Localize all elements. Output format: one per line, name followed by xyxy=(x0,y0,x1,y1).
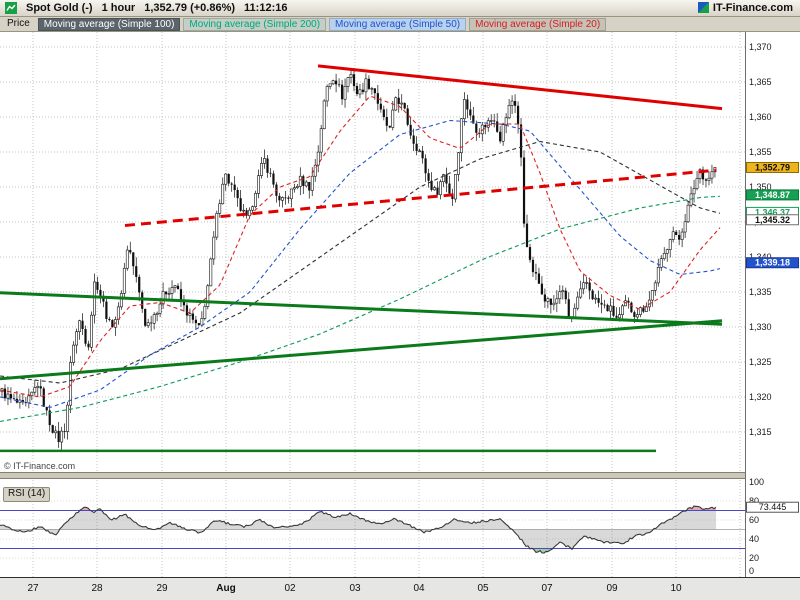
rsi-indicator-label[interactable]: RSI (14) xyxy=(3,487,51,502)
quote-time: 11:12:16 xyxy=(244,2,288,14)
copyright: © IT-Finance.com xyxy=(4,461,76,471)
indicator-legend: Price Moving average (Simple 100) Moving a… xyxy=(0,17,800,32)
legend-item-sma100[interactable]: Moving average (Simple 100) xyxy=(37,17,181,31)
price-chart-canvas[interactable] xyxy=(0,32,800,600)
chart-app-icon xyxy=(5,2,17,14)
legend-item-sma200[interactable]: Moving average (Simple 200) xyxy=(183,17,327,31)
symbol-name: Spot Gold (-) xyxy=(26,2,93,14)
titlebar: Spot Gold (-) 1 hour 1,352.79 (+0.86%) 1… xyxy=(0,0,800,17)
chart-area: © IT-Finance.com RSI (14) xyxy=(0,32,800,600)
itfinance-logo-icon xyxy=(697,2,710,14)
brand-text: IT-Finance.com xyxy=(712,2,793,14)
brand: IT-Finance.com xyxy=(697,2,795,14)
timeframe-label: 1 hour xyxy=(101,2,136,14)
legend-item-price[interactable]: Price xyxy=(7,17,30,29)
legend-item-sma50[interactable]: Moving average (Simple 50) xyxy=(329,17,467,31)
legend-item-sma20[interactable]: Moving average (Simple 20) xyxy=(469,17,607,31)
last-price-change: 1,352.79 (+0.86%) xyxy=(144,2,236,14)
